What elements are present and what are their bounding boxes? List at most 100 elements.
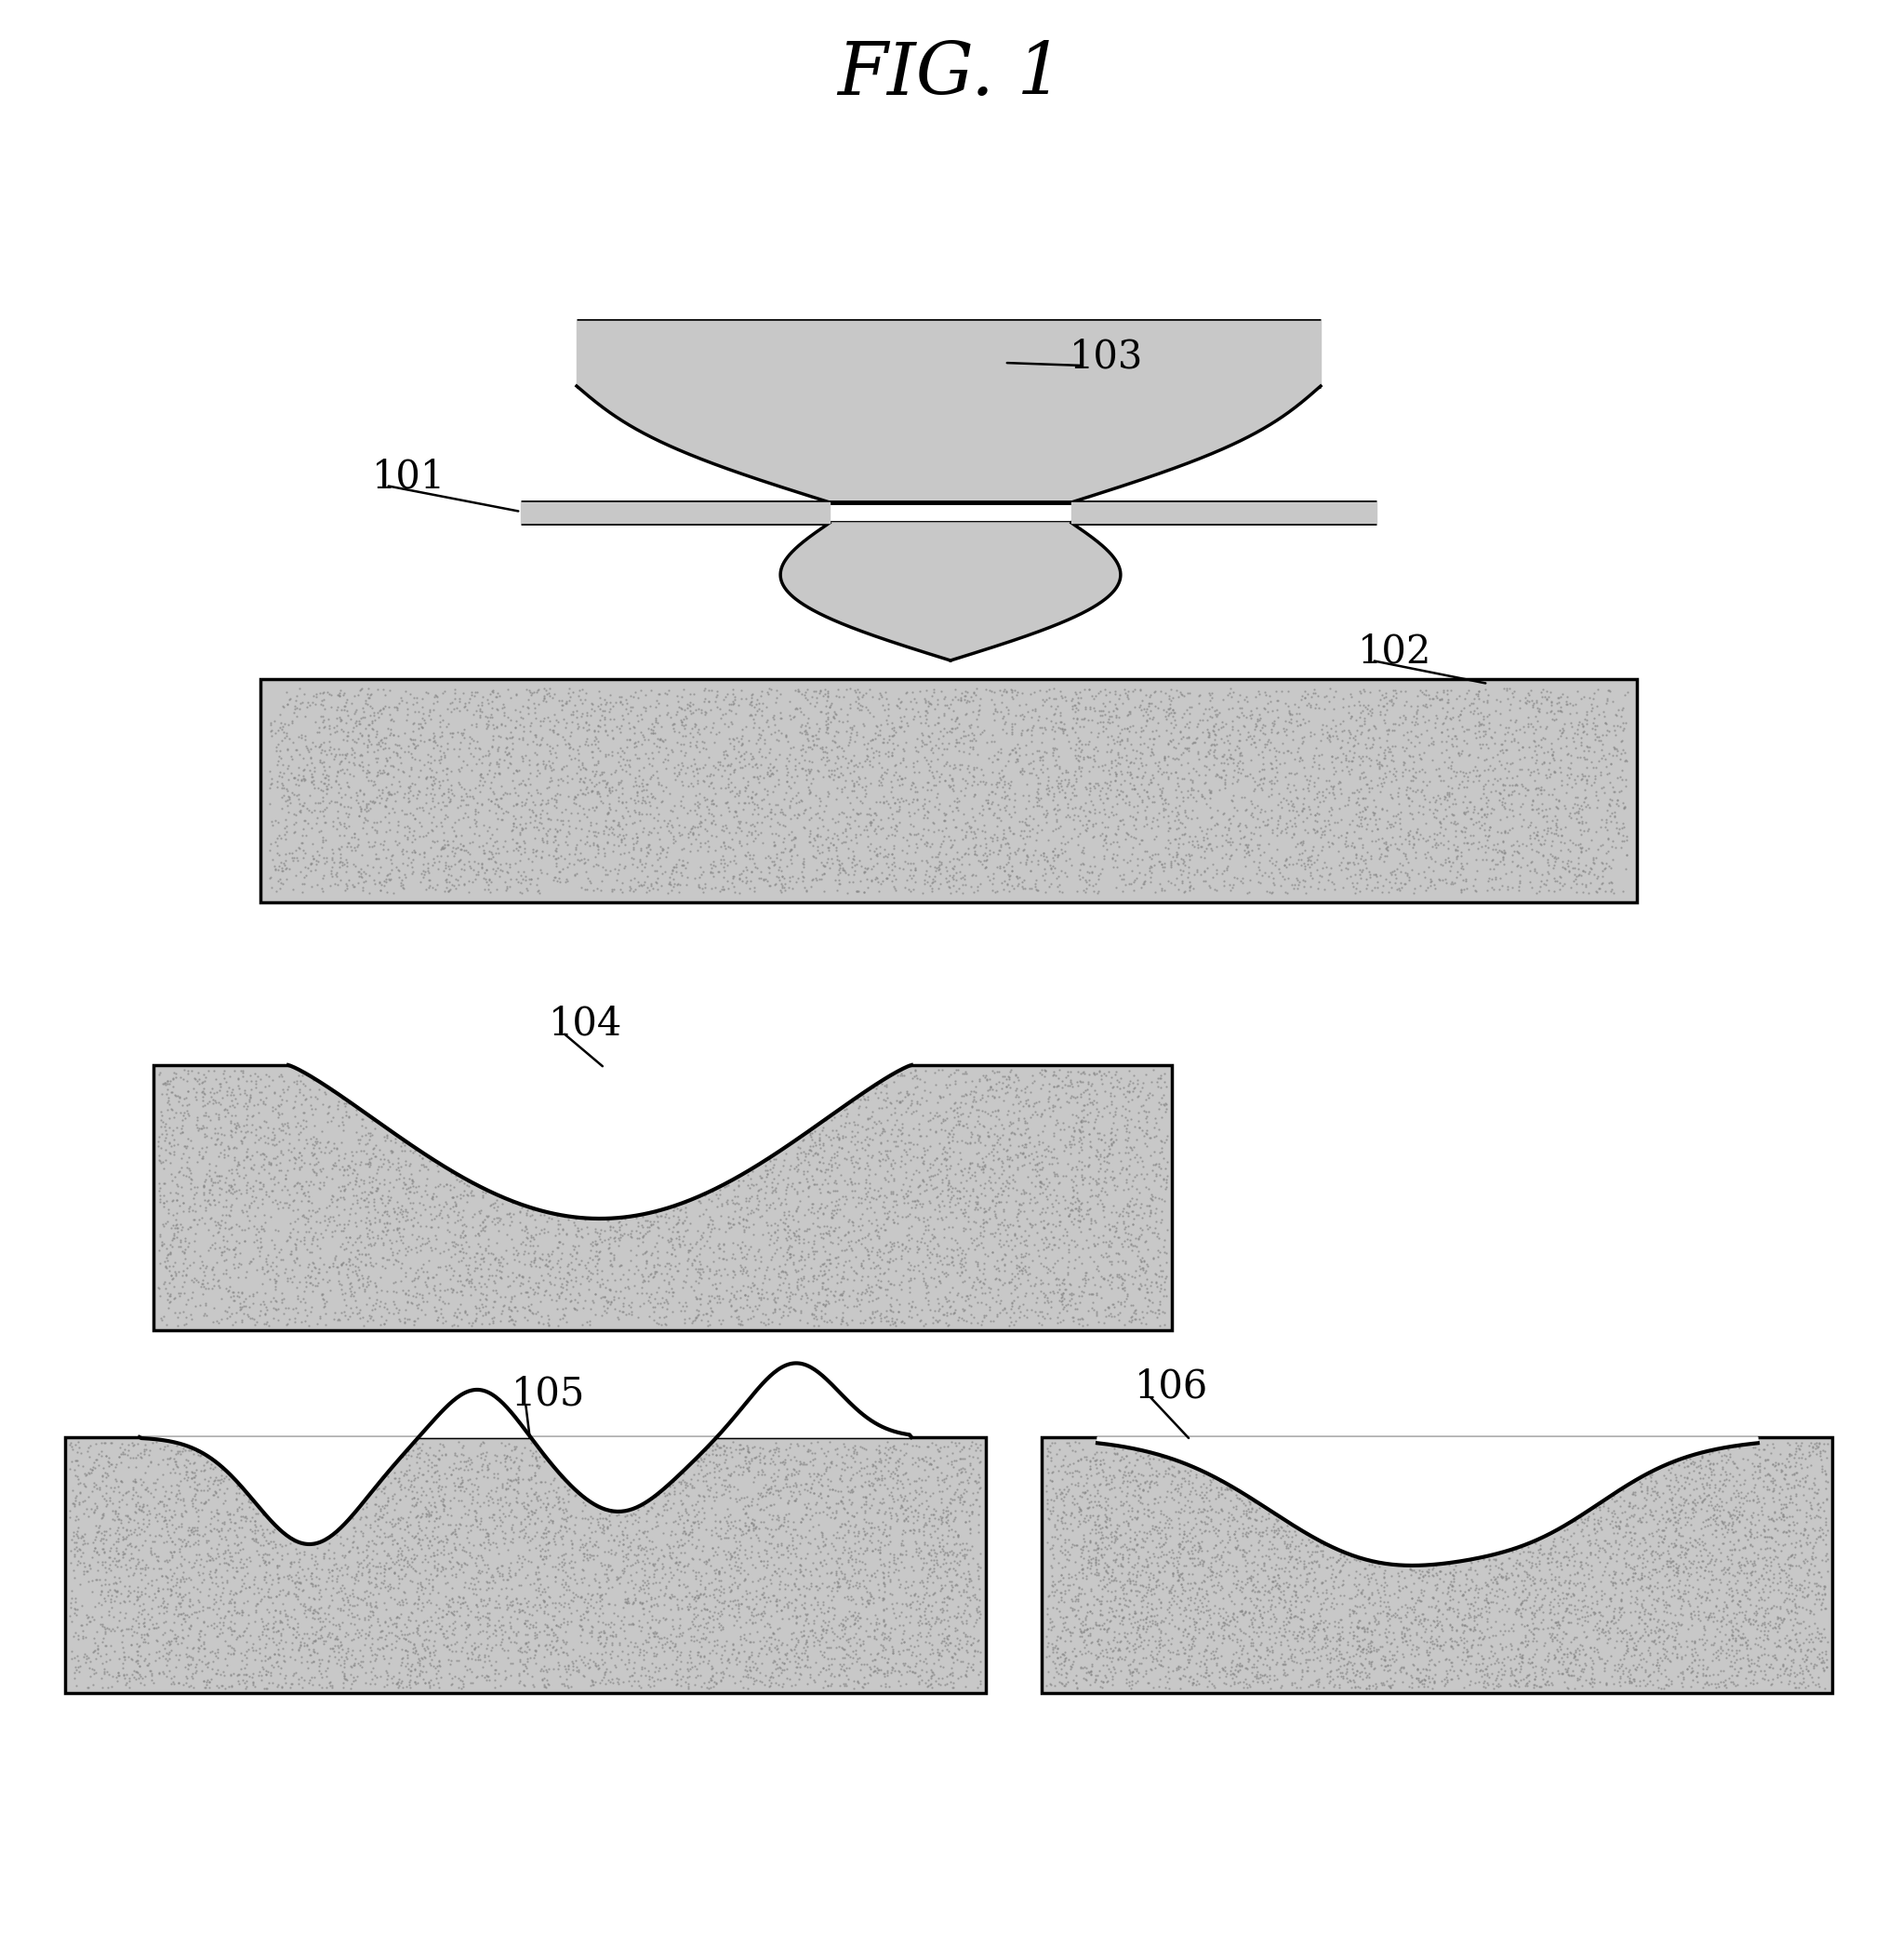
Point [1268,1648,1298,1680]
Point [939,864,970,896]
Point [692,784,722,815]
Point [1728,1558,1758,1590]
Point [1363,1607,1393,1639]
Point [483,1247,513,1278]
Point [148,1597,179,1629]
Point [1028,1278,1059,1309]
Point [188,1176,219,1207]
Point [363,1070,394,1102]
Point [876,811,907,843]
Point [1806,1560,1836,1592]
Point [1125,768,1156,800]
Point [240,1605,270,1637]
Point [677,1582,707,1613]
Point [479,1613,509,1644]
Point [213,1672,243,1703]
Point [643,762,673,794]
Point [768,1448,798,1480]
Point [365,1513,395,1544]
Point [198,1644,228,1676]
Point [1393,1521,1424,1552]
Point [1310,804,1340,835]
Point [1635,1580,1665,1611]
Point [255,1642,285,1674]
Point [221,1443,251,1474]
Point [441,1301,471,1333]
Point [1388,1486,1418,1517]
Point [1355,1633,1386,1664]
Point [1215,1670,1245,1701]
Point [1354,1629,1384,1660]
Point [1287,745,1317,776]
Point [1703,1593,1734,1625]
Point [1593,1546,1623,1578]
Point [359,1435,390,1466]
Point [401,682,432,713]
Point [1536,1558,1566,1590]
Point [314,1437,344,1468]
Point [253,1149,283,1180]
Point [1095,745,1125,776]
Point [762,768,793,800]
Point [1515,847,1546,878]
Point [350,864,380,896]
Point [162,1439,192,1470]
Point [143,1464,173,1495]
Point [1321,743,1352,774]
Point [414,1078,445,1109]
Point [1257,1584,1287,1615]
Point [599,1264,629,1296]
Point [416,1490,447,1521]
Point [538,1631,568,1662]
Point [371,1427,401,1458]
Point [994,768,1025,800]
Point [745,1092,776,1123]
Point [1565,1629,1595,1660]
Point [447,1484,477,1515]
Point [785,1166,816,1198]
Point [1452,1641,1483,1672]
Point [1519,735,1549,766]
Point [384,1162,414,1194]
Point [528,811,559,843]
Point [129,1578,160,1609]
Point [165,1207,196,1239]
Point [563,737,593,768]
Point [270,708,300,739]
Point [523,1137,553,1168]
Point [1291,1644,1321,1676]
Point [686,1262,717,1294]
Point [899,1656,930,1688]
Point [563,745,593,776]
Point [1257,841,1287,872]
Point [1074,1541,1104,1572]
Point [722,1554,753,1586]
Point [156,1076,186,1107]
Point [949,1198,979,1229]
Point [1589,1648,1620,1680]
Point [1296,849,1327,880]
Point [996,1107,1027,1139]
Point [521,1637,551,1668]
Point [1414,1531,1445,1562]
Point [606,827,637,858]
Point [1220,1464,1251,1495]
Point [1110,739,1141,770]
Point [1217,1503,1247,1535]
Point [215,1505,245,1537]
Point [1068,1523,1099,1554]
Point [958,1572,989,1603]
Point [1479,1443,1509,1474]
Point [219,1078,249,1109]
Point [1150,1262,1181,1294]
Point [781,1541,812,1572]
Point [618,1145,648,1176]
Point [1046,1450,1076,1482]
Point [846,1648,876,1680]
Point [1660,1613,1690,1644]
Point [99,1637,129,1668]
Point [658,1056,688,1088]
Point [977,1074,1008,1105]
Point [568,1437,599,1468]
Point [701,1158,732,1190]
